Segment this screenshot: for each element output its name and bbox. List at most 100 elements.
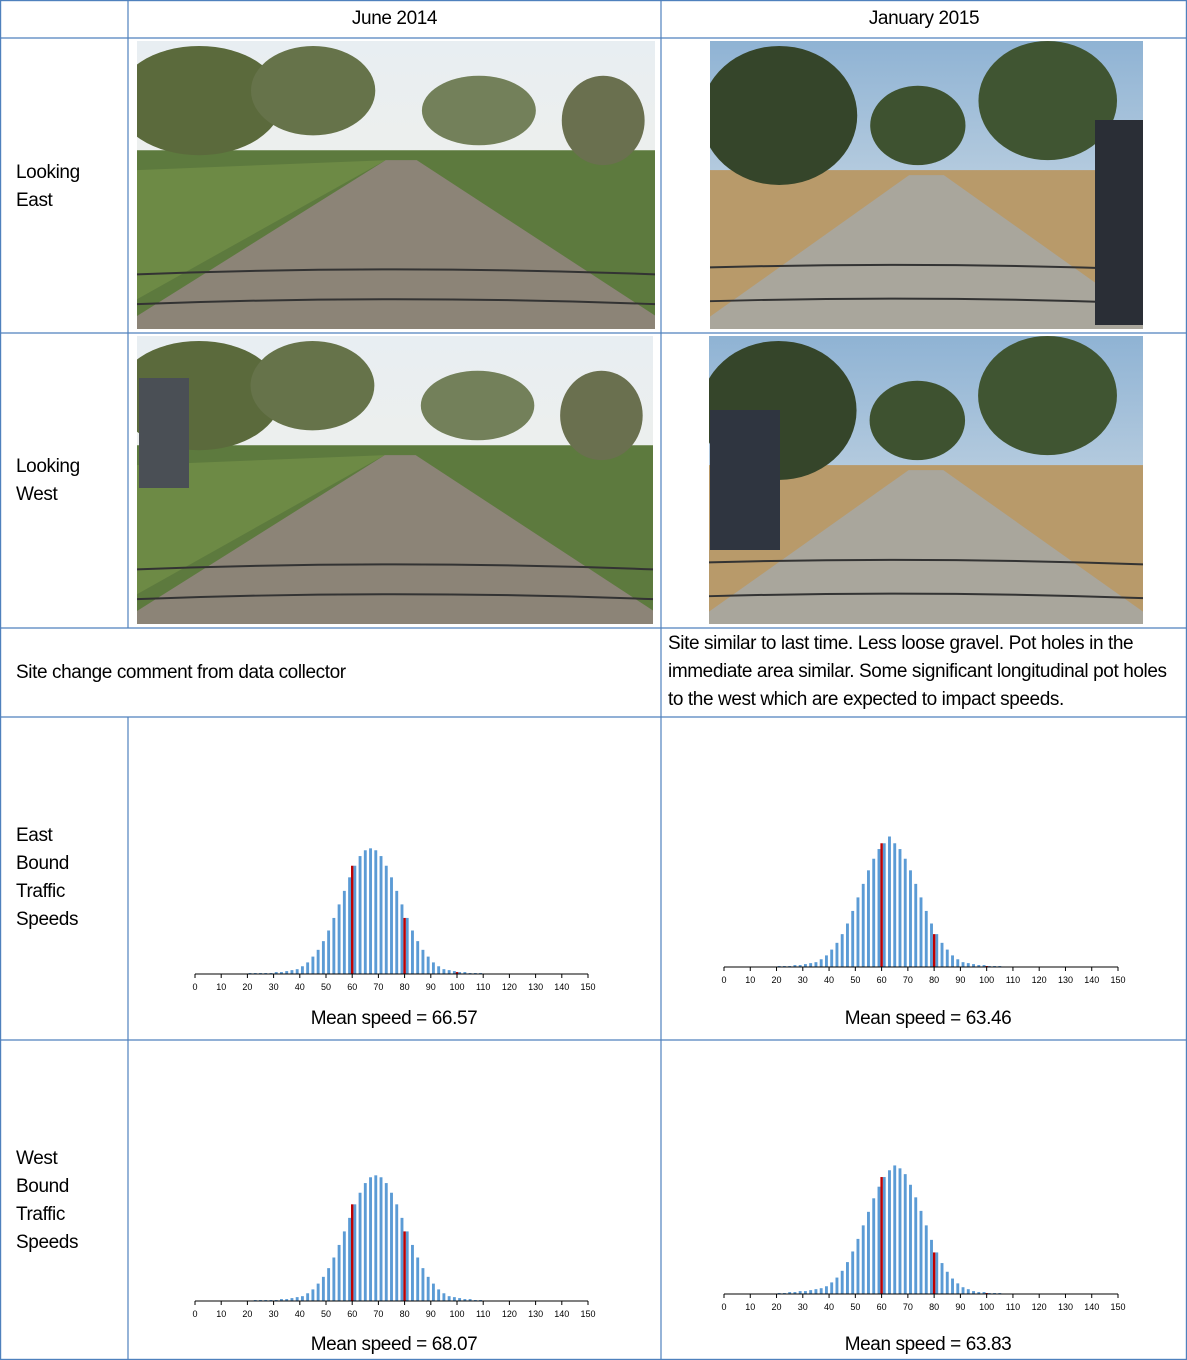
bar bbox=[836, 1278, 839, 1294]
bar bbox=[830, 1282, 833, 1294]
bar bbox=[920, 1211, 923, 1294]
bar bbox=[311, 957, 314, 974]
bar bbox=[432, 1284, 435, 1301]
row-label: East Bound Traffic Speeds bbox=[16, 822, 96, 934]
column-header: June 2014 bbox=[128, 5, 661, 33]
bar bbox=[883, 1177, 886, 1294]
bar bbox=[946, 1272, 949, 1294]
bar bbox=[385, 866, 388, 974]
row-label: Site change comment from data collector bbox=[16, 659, 616, 687]
row-label: West Bound Traffic Speeds bbox=[16, 1145, 96, 1257]
car bbox=[139, 378, 189, 488]
highlight-bar bbox=[933, 934, 935, 967]
photo bbox=[116, 41, 675, 329]
bar bbox=[322, 1277, 325, 1301]
x-tick-label: 60 bbox=[347, 982, 357, 992]
bar bbox=[364, 1183, 367, 1301]
bar bbox=[967, 1289, 970, 1294]
x-tick-label: 10 bbox=[745, 1302, 755, 1312]
bar bbox=[836, 943, 839, 967]
bar bbox=[322, 941, 325, 974]
bar bbox=[841, 934, 844, 967]
bar bbox=[437, 966, 440, 974]
bar bbox=[317, 1284, 320, 1301]
bar bbox=[421, 1268, 424, 1301]
photo bbox=[693, 41, 1161, 329]
bar bbox=[888, 837, 891, 968]
x-tick-label: 100 bbox=[979, 975, 994, 985]
x-tick-label: 40 bbox=[295, 1309, 305, 1319]
bar bbox=[851, 911, 854, 967]
bar bbox=[306, 962, 309, 974]
x-tick-label: 10 bbox=[216, 982, 226, 992]
bar bbox=[343, 891, 346, 974]
car bbox=[1095, 120, 1143, 325]
bar bbox=[962, 1287, 965, 1294]
bar bbox=[380, 856, 383, 974]
x-tick-label: 120 bbox=[1032, 1302, 1047, 1312]
highlight-bar bbox=[880, 1177, 882, 1294]
photo bbox=[116, 336, 673, 624]
x-tick-label: 110 bbox=[476, 1309, 490, 1319]
x-tick-label: 100 bbox=[449, 1309, 464, 1319]
chart-caption: Mean speed = 63.46 bbox=[845, 1008, 1012, 1029]
bar bbox=[327, 931, 330, 975]
bar bbox=[390, 877, 393, 974]
x-tick-label: 10 bbox=[216, 1309, 226, 1319]
x-tick-label: 130 bbox=[528, 982, 543, 992]
bar bbox=[935, 934, 938, 967]
x-tick-label: 30 bbox=[269, 1309, 279, 1319]
bar bbox=[951, 955, 954, 967]
x-tick-label: 50 bbox=[850, 975, 860, 985]
bar bbox=[442, 969, 445, 974]
x-tick-label: 30 bbox=[798, 975, 808, 985]
bar bbox=[374, 850, 377, 974]
x-tick-label: 50 bbox=[321, 1309, 331, 1319]
bar bbox=[380, 1177, 383, 1301]
x-tick-label: 80 bbox=[400, 1309, 410, 1319]
bar bbox=[416, 941, 419, 974]
highlight-bar bbox=[351, 866, 353, 974]
x-tick-label: 90 bbox=[955, 975, 965, 985]
bar bbox=[956, 959, 959, 967]
bar bbox=[820, 959, 823, 967]
bar bbox=[401, 904, 404, 974]
bar bbox=[920, 897, 923, 967]
x-tick-label: 80 bbox=[929, 1302, 939, 1312]
x-tick-label: 130 bbox=[528, 1309, 543, 1319]
x-tick-label: 90 bbox=[426, 1309, 436, 1319]
x-tick-label: 20 bbox=[772, 975, 782, 985]
x-tick-label: 0 bbox=[721, 975, 726, 985]
bar bbox=[930, 1240, 933, 1294]
highlight-bar bbox=[351, 1204, 353, 1301]
x-tick-label: 120 bbox=[1032, 975, 1047, 985]
bar bbox=[395, 1204, 398, 1301]
x-tick-label: 50 bbox=[850, 1302, 860, 1312]
bar bbox=[421, 950, 424, 974]
x-tick-label: 150 bbox=[580, 982, 595, 992]
bar bbox=[301, 1296, 304, 1301]
bar bbox=[909, 1185, 912, 1294]
bar bbox=[448, 970, 451, 974]
bar bbox=[814, 1289, 817, 1294]
bar bbox=[899, 849, 902, 967]
bar bbox=[311, 1289, 314, 1301]
bar bbox=[353, 1204, 356, 1301]
bar bbox=[925, 911, 928, 967]
chart-caption: Mean speed = 66.57 bbox=[311, 1008, 478, 1029]
x-tick-label: 140 bbox=[1084, 975, 1099, 985]
x-tick-label: 100 bbox=[449, 982, 464, 992]
bar bbox=[416, 1258, 419, 1302]
highlight-bar bbox=[403, 1231, 405, 1301]
bar bbox=[369, 1177, 372, 1301]
bar bbox=[967, 963, 970, 967]
highlight-bar bbox=[880, 843, 882, 967]
bar bbox=[411, 931, 414, 975]
bar bbox=[348, 877, 351, 974]
bar bbox=[830, 950, 833, 967]
bar bbox=[317, 950, 320, 974]
x-tick-label: 40 bbox=[824, 1302, 834, 1312]
bar bbox=[951, 1279, 954, 1294]
bar bbox=[956, 1283, 959, 1294]
bar bbox=[935, 1252, 938, 1294]
